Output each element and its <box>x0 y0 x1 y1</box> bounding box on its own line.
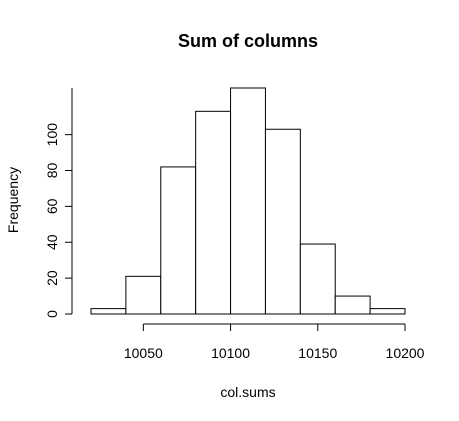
histogram-bar-3 <box>160 166 197 315</box>
y-tick-label: 100 <box>44 123 60 147</box>
x-axis-label: col.sums <box>220 384 275 400</box>
x-tick-label: 10150 <box>298 345 337 361</box>
y-tick-label: 60 <box>44 198 60 214</box>
y-tick-label: 40 <box>44 234 60 250</box>
y-tick-label: 20 <box>44 270 60 286</box>
histogram-bar-6 <box>264 128 301 315</box>
y-axis-label: Frequency <box>5 167 21 233</box>
y-axis: 0 20 40 60 80 100 <box>44 88 73 318</box>
histogram-bar-8 <box>334 295 371 315</box>
histogram-bar-5 <box>230 87 266 315</box>
histogram-bar-1 <box>90 308 127 315</box>
x-axis: 10050 10100 10150 10200 <box>124 323 425 361</box>
histogram-bar-7 <box>299 243 336 315</box>
y-tick-label: 80 <box>44 163 60 179</box>
histogram-bar-4 <box>195 110 232 315</box>
histogram-bar-9 <box>369 308 406 315</box>
bars-layer <box>90 87 406 315</box>
histogram-bar-2 <box>125 275 162 315</box>
x-tick-label: 10050 <box>124 345 163 361</box>
x-tick-label: 10200 <box>386 345 425 361</box>
chart-title: Sum of columns <box>178 31 318 51</box>
y-tick-label: 0 <box>44 310 60 318</box>
x-tick-label: 10100 <box>211 345 250 361</box>
